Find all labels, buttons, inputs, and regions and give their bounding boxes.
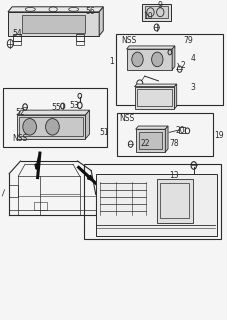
Text: 10: 10 — [142, 12, 152, 21]
Polygon shape — [99, 7, 103, 36]
Ellipse shape — [151, 52, 162, 67]
Polygon shape — [134, 87, 174, 109]
Bar — [116, 34, 222, 105]
Bar — [9, 185, 18, 197]
Ellipse shape — [45, 119, 59, 135]
Bar — [179, 127, 184, 133]
Text: 54: 54 — [12, 29, 22, 38]
Polygon shape — [8, 12, 99, 36]
Text: 19: 19 — [213, 131, 223, 140]
Text: 55: 55 — [52, 103, 61, 112]
Text: 9: 9 — [156, 1, 161, 10]
Bar — [138, 132, 161, 149]
Polygon shape — [135, 126, 167, 129]
Text: 53: 53 — [69, 101, 79, 110]
Bar — [34, 202, 47, 210]
Bar — [157, 179, 192, 223]
Polygon shape — [134, 84, 176, 87]
Polygon shape — [17, 115, 85, 139]
Text: 4: 4 — [189, 54, 194, 63]
Bar — [145, 6, 168, 18]
Polygon shape — [171, 46, 174, 70]
Ellipse shape — [131, 52, 143, 67]
Text: 22: 22 — [140, 139, 149, 148]
Text: 2: 2 — [179, 61, 184, 70]
Text: NSS: NSS — [119, 114, 134, 123]
Text: 1: 1 — [109, 57, 114, 66]
Polygon shape — [165, 126, 167, 152]
Text: 3: 3 — [189, 83, 194, 92]
Bar — [12, 34, 20, 41]
Ellipse shape — [23, 119, 36, 135]
Bar — [19, 117, 83, 136]
Bar — [159, 183, 188, 218]
Text: 78: 78 — [169, 139, 178, 148]
Text: 51: 51 — [99, 128, 108, 137]
Bar — [117, 113, 212, 156]
Text: 13: 13 — [168, 171, 178, 180]
Text: 20: 20 — [175, 126, 184, 135]
Polygon shape — [135, 129, 165, 152]
Polygon shape — [17, 110, 89, 115]
Bar — [12, 41, 20, 45]
Polygon shape — [126, 46, 174, 49]
Text: NSS: NSS — [12, 134, 28, 143]
Text: 52: 52 — [16, 108, 25, 117]
Polygon shape — [126, 49, 171, 70]
Bar — [142, 4, 170, 21]
Polygon shape — [8, 7, 103, 12]
Polygon shape — [85, 110, 89, 139]
Bar — [136, 89, 171, 106]
Polygon shape — [174, 84, 176, 109]
Text: NSS: NSS — [120, 36, 136, 45]
Text: 56: 56 — [85, 7, 94, 16]
Bar — [3, 88, 107, 147]
Text: 79: 79 — [183, 36, 192, 45]
Bar — [22, 15, 85, 33]
Bar — [76, 41, 84, 45]
Bar — [84, 164, 220, 239]
Bar — [76, 34, 84, 41]
Bar — [95, 174, 216, 236]
